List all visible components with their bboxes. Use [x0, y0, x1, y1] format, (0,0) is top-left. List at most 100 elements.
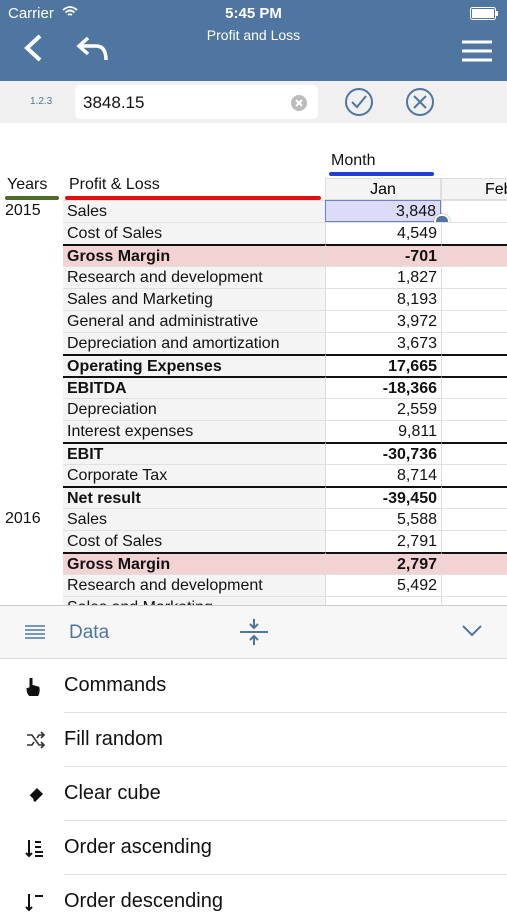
value-cell[interactable] — [325, 596, 441, 605]
value-cell[interactable]: 2,791 — [325, 530, 441, 552]
value-cell[interactable] — [441, 354, 507, 376]
separator — [64, 766, 507, 767]
menu-item[interactable]: Fill random — [64, 728, 163, 750]
row-label[interactable]: Cost of Sales — [63, 222, 325, 244]
value-cell[interactable] — [441, 552, 507, 574]
value-cell[interactable] — [441, 486, 507, 508]
collapse-button[interactable] — [461, 624, 483, 638]
panel-title[interactable]: Data — [69, 622, 110, 643]
bottom-panel: Data Commands Fill random Clear cube Order … — [0, 605, 507, 912]
row-dimension: Profit & Loss — [69, 176, 160, 193]
value-cell[interactable] — [441, 530, 507, 552]
value-cell[interactable] — [441, 222, 507, 244]
value-cell[interactable]: 8,714 — [325, 464, 441, 486]
separator — [64, 874, 507, 875]
value-cell[interactable]: -18,366 — [325, 376, 441, 398]
value-cell[interactable] — [441, 574, 507, 596]
clear-button[interactable] — [291, 95, 307, 111]
row-label[interactable]: Research and development — [63, 266, 325, 288]
year-label: 2015 — [5, 202, 41, 219]
value-cell[interactable]: 3,848 — [325, 200, 441, 222]
row-label[interactable]: EBIT — [63, 442, 325, 464]
back-button[interactable] — [22, 34, 44, 62]
value-cell[interactable]: -39,450 — [325, 486, 441, 508]
value-cell[interactable] — [441, 310, 507, 332]
row-label[interactable]: Sales and Marketing — [63, 596, 325, 605]
menu-icon — [25, 840, 43, 858]
menu-icon — [26, 678, 40, 696]
separator — [64, 712, 507, 713]
value-cell[interactable] — [441, 200, 507, 222]
value-cell[interactable]: -701 — [325, 244, 441, 266]
row-label[interactable]: Cost of Sales — [63, 530, 325, 552]
row-label[interactable]: Net result — [63, 486, 325, 508]
value-cell[interactable] — [441, 376, 507, 398]
value-cell[interactable]: 1,827 — [325, 266, 441, 288]
row-label[interactable]: Operating Expenses — [63, 354, 325, 376]
row-label[interactable]: Depreciation and amortization — [63, 332, 325, 354]
value-cell[interactable] — [441, 332, 507, 354]
value-cell[interactable]: 2,797 — [325, 552, 441, 574]
carrier: Carrier — [8, 5, 54, 22]
time: 5:45 PM — [225, 5, 282, 22]
value-cell[interactable] — [441, 442, 507, 464]
value-cell[interactable] — [441, 244, 507, 266]
input-bar: 1.2.3 3848.15 — [0, 81, 507, 124]
undo-button[interactable] — [76, 34, 110, 62]
number-format-icon[interactable]: 1.2.3 — [30, 96, 53, 107]
value-cell[interactable]: 3,972 — [325, 310, 441, 332]
menu-item[interactable]: Clear cube — [64, 782, 161, 804]
row-label[interactable]: Gross Margin — [63, 552, 325, 574]
menu-icon — [28, 788, 43, 802]
value-cell[interactable]: 5,588 — [325, 508, 441, 530]
row-label[interactable]: Interest expenses — [63, 420, 325, 442]
value-cell[interactable]: 5,492 — [325, 574, 441, 596]
value-cell[interactable]: 9,811 — [325, 420, 441, 442]
row-dimension: Years — [7, 176, 48, 193]
row-label[interactable]: EBITDA — [63, 376, 325, 398]
confirm-button[interactable] — [344, 87, 374, 117]
panel-toolbar: Data — [0, 606, 507, 659]
column-dimension: Month — [331, 152, 376, 169]
row-label[interactable]: Research and development — [63, 574, 325, 596]
year-label: 2016 — [5, 510, 41, 527]
row-label[interactable]: Gross Margin — [63, 244, 325, 266]
row-label[interactable]: Sales — [63, 200, 325, 222]
value-field[interactable]: 3848.15 — [75, 85, 318, 119]
nav-title: Profit and Loss — [206, 27, 301, 43]
value-cell[interactable]: 8,193 — [325, 288, 441, 310]
value-cell[interactable] — [441, 508, 507, 530]
value-cell[interactable] — [441, 596, 507, 605]
menu-button[interactable] — [461, 40, 493, 62]
separator — [64, 820, 507, 821]
value-cell[interactable]: 3,673 — [325, 332, 441, 354]
value-cell[interactable]: 2,559 — [325, 398, 441, 420]
header: Carrier 5:45 PM Profit and Loss — [0, 0, 507, 81]
row-label[interactable]: Sales — [63, 508, 325, 530]
cancel-button[interactable] — [405, 87, 435, 117]
value-cell[interactable] — [441, 398, 507, 420]
row-dimension-underline — [65, 196, 321, 200]
column-header[interactable]: Feb — [441, 178, 507, 200]
value-cell[interactable] — [441, 464, 507, 486]
row-label[interactable]: Depreciation — [63, 398, 325, 420]
value-cell[interactable] — [441, 266, 507, 288]
menu-icon — [25, 894, 43, 912]
list-icon[interactable] — [25, 625, 45, 639]
row-dimension-underline — [5, 196, 59, 200]
resize-icon[interactable] — [239, 617, 269, 647]
value-cell[interactable]: 17,665 — [325, 354, 441, 376]
menu-item[interactable]: Order descending — [64, 890, 223, 912]
row-label[interactable]: General and administrative — [63, 310, 325, 332]
value-cell[interactable]: 4,549 — [325, 222, 441, 244]
value-cell[interactable] — [441, 420, 507, 442]
row-label[interactable]: Corporate Tax — [63, 464, 325, 486]
row-label[interactable]: Sales and Marketing — [63, 288, 325, 310]
menu-item[interactable]: Order ascending — [64, 836, 212, 858]
column-header[interactable]: Jan — [325, 178, 441, 200]
value-cell[interactable]: -30,736 — [325, 442, 441, 464]
menu-item[interactable]: Commands — [64, 674, 167, 696]
value-cell[interactable] — [441, 288, 507, 310]
